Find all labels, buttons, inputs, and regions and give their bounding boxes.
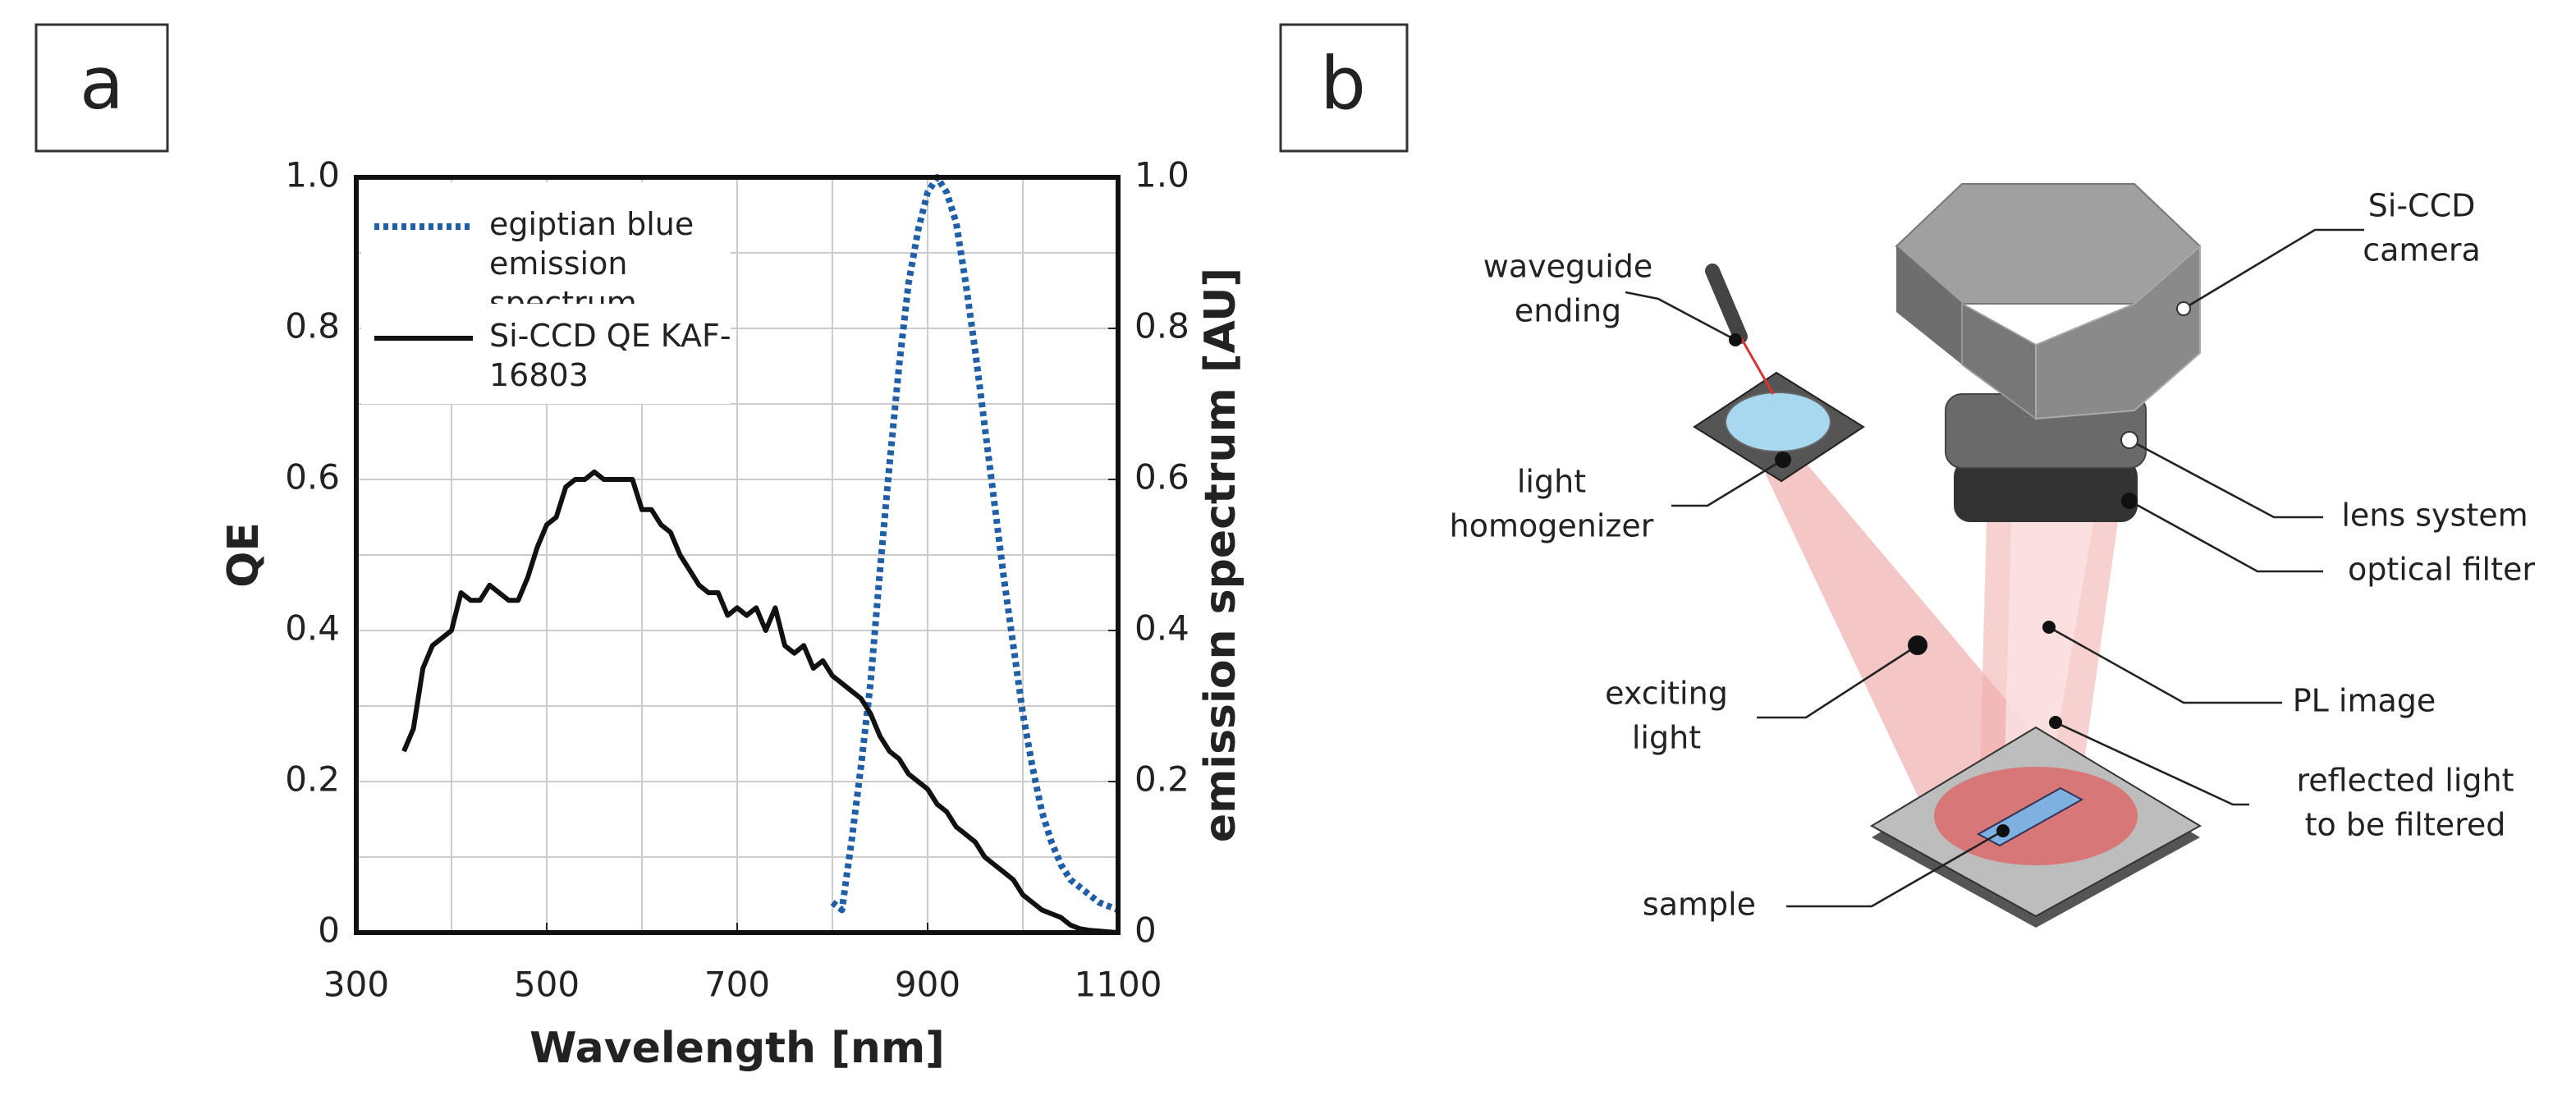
diagram-label: reflected light xyxy=(2296,763,2514,799)
panel-box xyxy=(1279,23,1409,153)
x-tick-label: 300 xyxy=(323,965,389,1005)
diagram-label: homogenizer xyxy=(1450,508,1654,544)
x-tick-label: 700 xyxy=(704,965,770,1005)
leader xyxy=(1625,291,1736,342)
diagram-label: optical filter xyxy=(2348,552,2535,588)
diagram-label: Si-CCD xyxy=(2368,188,2476,224)
plot-frame xyxy=(354,175,1121,935)
y-tick-label: 0.2 xyxy=(285,759,340,800)
leader xyxy=(2048,626,2282,704)
leader xyxy=(1786,829,2004,908)
camera-face xyxy=(2035,244,2201,420)
y2-tick-label: 0 xyxy=(1134,910,1157,951)
y2-tick-label: 1.0 xyxy=(1134,155,1189,195)
legend-label: Si-CCD QE KAF-16803 xyxy=(489,319,731,394)
x-tick-label: 500 xyxy=(514,965,580,1005)
y-tick-label: 0 xyxy=(318,910,340,951)
diagram-label: ending xyxy=(1515,293,1621,329)
x-tick-label: 1100 xyxy=(1075,965,1162,1005)
legend-label-box: egiptian blue emission spectrum xyxy=(489,207,694,304)
y2-tick-label: 0.2 xyxy=(1134,759,1189,800)
leader xyxy=(1671,458,1784,507)
y-axis-label: QE xyxy=(219,522,268,588)
camera-side xyxy=(1896,246,1962,365)
y2-tick-label: 0.6 xyxy=(1134,457,1189,497)
dot xyxy=(1775,452,1791,468)
x-axis-label: Wavelength [nm] xyxy=(529,1024,945,1073)
optical-filter xyxy=(1954,460,2138,522)
y2-tick-label: 0.8 xyxy=(1134,306,1189,346)
leader xyxy=(2183,228,2364,310)
dot xyxy=(1996,824,2010,837)
x-tick-label: 900 xyxy=(895,965,960,1005)
laser xyxy=(1739,336,1775,395)
diagram-label: light xyxy=(1517,464,1586,500)
diagram-label: to be filtered xyxy=(2305,807,2506,843)
series-line xyxy=(830,174,1120,914)
series-line xyxy=(401,469,1119,935)
dot xyxy=(2042,621,2056,634)
diagram-label: lens system xyxy=(2341,497,2528,534)
diagram-label: PL image xyxy=(2293,683,2436,719)
dot xyxy=(2176,301,2191,316)
dot xyxy=(1908,635,1927,655)
leader xyxy=(2129,438,2323,519)
leader xyxy=(2129,499,2323,573)
y-tick-label: 1.0 xyxy=(285,155,340,195)
diagram-label: exciting xyxy=(1605,676,1728,712)
waveguide xyxy=(1705,264,1748,344)
panel-box xyxy=(34,23,169,153)
leader xyxy=(1757,644,1918,719)
legend-box xyxy=(361,182,731,404)
y-tick-label: 0.6 xyxy=(285,457,340,497)
y-tick-label: 0.4 xyxy=(285,608,340,649)
legend-label-box: Si-CCD QE KAF-16803 xyxy=(489,319,731,394)
diagram-label: sample xyxy=(1643,887,1756,923)
dot xyxy=(2049,716,2062,729)
y-tick-label: 0.8 xyxy=(285,306,340,346)
dot xyxy=(2121,493,2138,509)
leader xyxy=(2055,721,2249,806)
panel-label: b xyxy=(1320,41,1366,126)
homogenizer-lens xyxy=(1725,392,1831,452)
chart: 300 500 700 900 1100 0 0.2 0.4 0.6 0.8 1.0 0 0.2 0.4 0… xyxy=(219,155,1245,1074)
y2-tick-label: 0.4 xyxy=(1134,608,1189,649)
dot xyxy=(2120,431,2138,449)
diagram-label: waveguide xyxy=(1483,249,1653,285)
y2-axis-label: emission spectrum [AU] xyxy=(1196,268,1245,842)
panel-label: a xyxy=(80,41,124,126)
diagram-label: camera xyxy=(2363,232,2480,268)
dot xyxy=(1729,333,1742,346)
legend-label: egiptian blue emission spectrum xyxy=(489,207,694,304)
diagram: Si-CCD camera waveguide ending light homogeni… xyxy=(1450,183,2535,928)
diagram-label: light xyxy=(1632,720,1701,756)
